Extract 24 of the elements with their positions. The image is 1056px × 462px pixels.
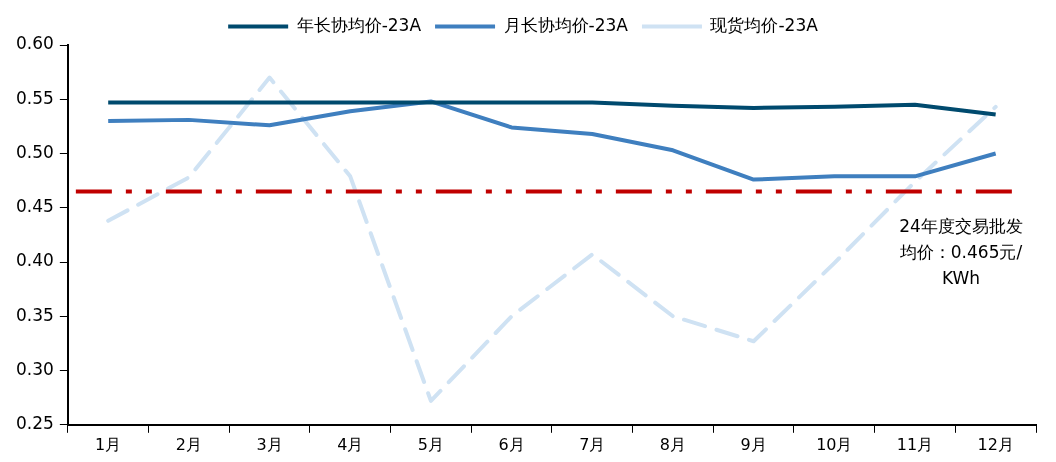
x-tick-label: 11月 xyxy=(896,434,934,454)
x-tick-label: 12月 xyxy=(977,434,1014,454)
y-tick-label: 0.55 xyxy=(15,87,54,108)
x-tick-label: 7月 xyxy=(579,434,606,454)
legend-label: 现货均价-23A xyxy=(710,14,819,35)
x-tick-label: 6月 xyxy=(498,434,525,454)
y-tick-label: 0.45 xyxy=(15,196,54,217)
x-tick-label: 2月 xyxy=(175,434,202,454)
x-tick-label: 10月 xyxy=(816,434,853,454)
y-tick-label: 0.40 xyxy=(15,250,54,271)
x-tick-label: 8月 xyxy=(659,434,687,454)
legend-label: 年长协均价-23A xyxy=(296,14,422,35)
x-tick-label: 1月 xyxy=(95,434,122,454)
ref-line-label: 24年度交易批发均价：0.465元/KWh xyxy=(898,216,1023,289)
x-tick-label: 4月 xyxy=(337,434,364,454)
y-tick-label: 0.50 xyxy=(15,141,54,162)
x-tick-label: 5月 xyxy=(417,434,444,454)
x-tick-label: 9月 xyxy=(740,434,767,454)
y-tick-label: 0.35 xyxy=(15,304,54,325)
y-tick-label: 0.60 xyxy=(15,33,54,54)
y-tick-label: 0.25 xyxy=(15,413,54,434)
x-tick-label: 3月 xyxy=(256,434,283,454)
y-tick-label: 0.30 xyxy=(15,358,54,379)
legend-label: 月长协均价-23A xyxy=(503,14,629,35)
